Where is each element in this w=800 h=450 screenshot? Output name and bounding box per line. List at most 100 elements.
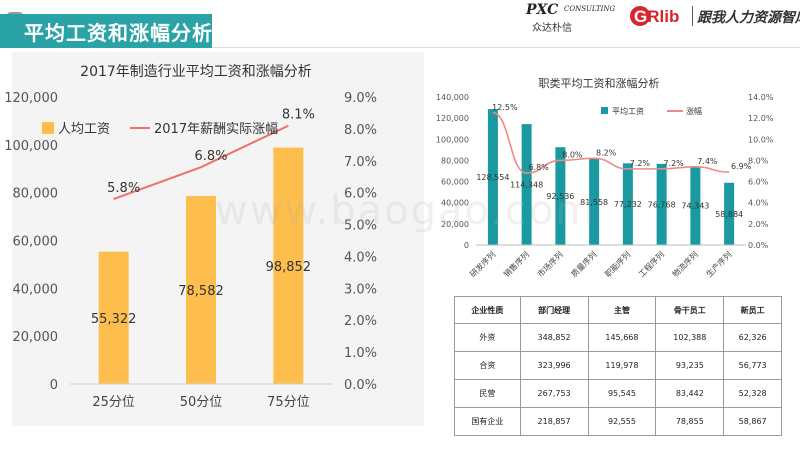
table-header-cell: 主管 [587, 296, 657, 324]
table-cell: 92,555 [587, 407, 657, 436]
left-y-tick-label: 20,000 [441, 220, 469, 229]
left-chart-title: 2017年制造行业平均工资和涨幅分析 [80, 64, 312, 80]
line-value-label: 8.0% [562, 150, 583, 159]
bar-value-label: 98,852 [266, 260, 312, 275]
table-cell: 323,996 [519, 351, 589, 380]
table-cell: 国有企业 [454, 407, 521, 436]
table-header-row: 企业性质 部门经理 主管 骨干员工 新员工 [454, 296, 782, 324]
table-cell: 119,978 [587, 351, 657, 380]
right-y-tick-label: 3.0% [344, 282, 377, 297]
bar [724, 182, 735, 245]
line-value-label: 6.9% [731, 162, 752, 171]
right-y-tick-label: 5.0% [344, 219, 377, 234]
line-value-label: 7.4% [697, 157, 718, 166]
pxc-logo-sub: CONSULTING [564, 5, 616, 13]
right-y-tick-label: 8.0% [748, 156, 769, 165]
table-cell: 95,545 [587, 379, 657, 408]
right-chart-title: 职类平均工资和涨幅分析 [539, 76, 660, 90]
table-header-cell: 新员工 [723, 296, 782, 324]
bar-value-label: 128,554 [476, 173, 509, 182]
right-y-tick-label: 9.0% [344, 91, 377, 106]
left-y-tick-label: 20,000 [13, 330, 59, 345]
x-tick-label: 研发序列 [468, 249, 498, 279]
table-cell: 52,328 [723, 379, 782, 408]
table-cell: 93,235 [655, 351, 725, 380]
right-y-tick-label: 7.0% [344, 155, 377, 170]
x-tick-label: 销售序列 [501, 249, 531, 279]
x-tick-label: 25分位 [92, 395, 135, 410]
bar [690, 166, 701, 245]
line-value-label: 12.5% [492, 103, 518, 112]
right-y-tick-label: 10.0% [748, 135, 774, 144]
legend-swatch-bar [42, 122, 54, 134]
table-header-cell: 企业性质 [454, 296, 521, 324]
right-y-tick-label: 2.0% [344, 314, 377, 329]
grlib-logo-text: GRlib [634, 7, 680, 26]
table-header-cell: 部门经理 [519, 296, 589, 324]
x-tick-label: 50分位 [180, 395, 223, 410]
left-y-tick-label: 40,000 [13, 282, 59, 297]
right-y-tick-label: 8.0% [344, 123, 377, 138]
watermark: www.baogao.com [215, 188, 597, 234]
table-cell: 218,857 [519, 407, 589, 436]
left-y-tick-label: 80,000 [13, 187, 59, 202]
right-y-tick-label: 0.0% [748, 241, 769, 250]
right-y-tick-label: 1.0% [344, 346, 377, 361]
bar [555, 147, 566, 245]
x-tick-label: 生产序列 [704, 249, 734, 279]
line-value-label: 7.2% [630, 159, 651, 168]
table-cell: 83,442 [655, 379, 725, 408]
bar-value-label: 92,536 [546, 192, 574, 201]
table-row: 外资 348,852 145,668 102,388 62,326 [454, 323, 782, 352]
bar [487, 109, 498, 245]
right-y-tick-label: 4.0% [344, 250, 377, 265]
table-cell: 102,388 [655, 323, 725, 352]
table-row: 民营 267,753 95,545 83,442 52,328 [454, 379, 782, 408]
line-series [113, 124, 289, 200]
table-cell: 56,773 [723, 351, 782, 380]
right-y-tick-label: 0.0% [344, 378, 377, 393]
legend-label-line: 2017年薪酬实际涨幅 [154, 122, 278, 137]
left-y-tick-label: 0 [50, 378, 58, 393]
bar-value-label: 55,322 [91, 312, 137, 327]
x-tick-label: 职能序列 [603, 249, 633, 279]
pxc-logo-cn: 众达朴信 [532, 23, 572, 34]
table-cell: 78,855 [655, 407, 725, 436]
legend-label-bar: 人均工资 [58, 122, 110, 137]
table-row: 合资 323,996 119,978 93,235 56,773 [454, 351, 782, 380]
bar-value-label: 76,768 [648, 200, 676, 209]
right-y-tick-label: 2.0% [748, 220, 769, 229]
right-y-tick-label: 14.0% [748, 93, 774, 102]
left-y-tick-label: 80,000 [441, 156, 469, 165]
table-header-cell: 骨干员工 [655, 296, 725, 324]
left-y-tick-label: 120,000 [436, 114, 469, 123]
bar-value-label: 78,582 [178, 284, 224, 299]
bar [622, 163, 633, 245]
right-y-tick-label: 6.0% [344, 187, 377, 202]
left-y-tick-label: 100,000 [4, 139, 58, 154]
grlib-logo: GRlib 跟我人力资源智库 [630, 4, 800, 30]
bar [186, 196, 216, 384]
salary-table: 企业性质 部门经理 主管 骨干员工 新员工 外资 348,852 145,668… [454, 296, 782, 436]
line-value-label: 8.1% [282, 108, 315, 123]
page-title: 平均工资和涨幅分析 [24, 21, 213, 45]
bar-value-label: 81,558 [580, 198, 608, 207]
left-y-tick-label: 100,000 [436, 135, 469, 144]
x-tick-label: 75分位 [267, 395, 310, 410]
pxc-consulting-logo: PXC CONSULTING 众达朴信 [526, 2, 618, 34]
table-cell: 58,867 [723, 407, 782, 436]
right-y-tick-label: 6.0% [748, 178, 769, 187]
x-tick-label: 工程序列 [636, 249, 666, 279]
header-divider [212, 47, 800, 48]
table-row: 国有企业 218,857 92,555 78,855 58,867 [454, 407, 782, 436]
line-value-label: 6.8% [194, 149, 227, 164]
x-tick-label: 物流序列 [670, 249, 700, 279]
bar-value-label: 77,232 [614, 200, 642, 209]
left-y-tick-label: 120,000 [4, 91, 58, 106]
table-cell: 合资 [454, 351, 521, 380]
grlib-logo-cn: 跟我人力资源智库 [697, 10, 800, 26]
line-series [492, 112, 730, 174]
bar-value-label: 58,884 [715, 210, 743, 219]
left-y-tick-label: 140,000 [436, 93, 469, 102]
